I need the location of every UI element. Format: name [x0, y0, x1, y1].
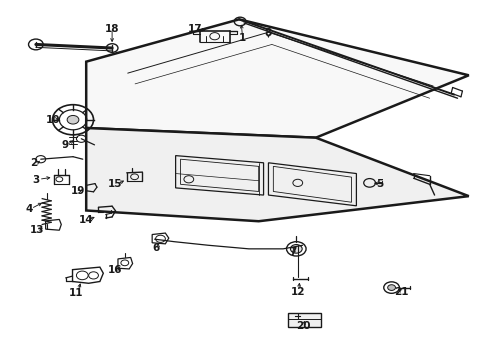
Text: 10: 10: [46, 115, 61, 125]
Text: 3: 3: [32, 175, 40, 185]
Text: 1: 1: [239, 33, 246, 43]
Text: 2: 2: [30, 158, 38, 168]
Polygon shape: [86, 128, 469, 221]
Text: 20: 20: [296, 321, 311, 331]
Text: 8: 8: [265, 28, 272, 38]
Text: 6: 6: [152, 243, 160, 253]
Text: 19: 19: [71, 186, 85, 197]
Text: 17: 17: [188, 24, 202, 35]
Circle shape: [388, 285, 395, 291]
Polygon shape: [288, 313, 321, 327]
Text: 13: 13: [30, 225, 45, 235]
Text: 9: 9: [62, 140, 69, 150]
Text: 16: 16: [108, 265, 123, 275]
Text: 12: 12: [291, 287, 305, 297]
Text: 21: 21: [394, 287, 409, 297]
Text: 14: 14: [79, 215, 94, 225]
Text: 15: 15: [108, 179, 123, 189]
Circle shape: [291, 244, 302, 253]
Circle shape: [67, 116, 79, 124]
Text: 11: 11: [69, 288, 84, 298]
Polygon shape: [86, 19, 469, 138]
Text: 4: 4: [25, 204, 33, 215]
Text: 18: 18: [105, 24, 120, 35]
Text: 7: 7: [289, 247, 296, 257]
Text: 5: 5: [376, 179, 383, 189]
